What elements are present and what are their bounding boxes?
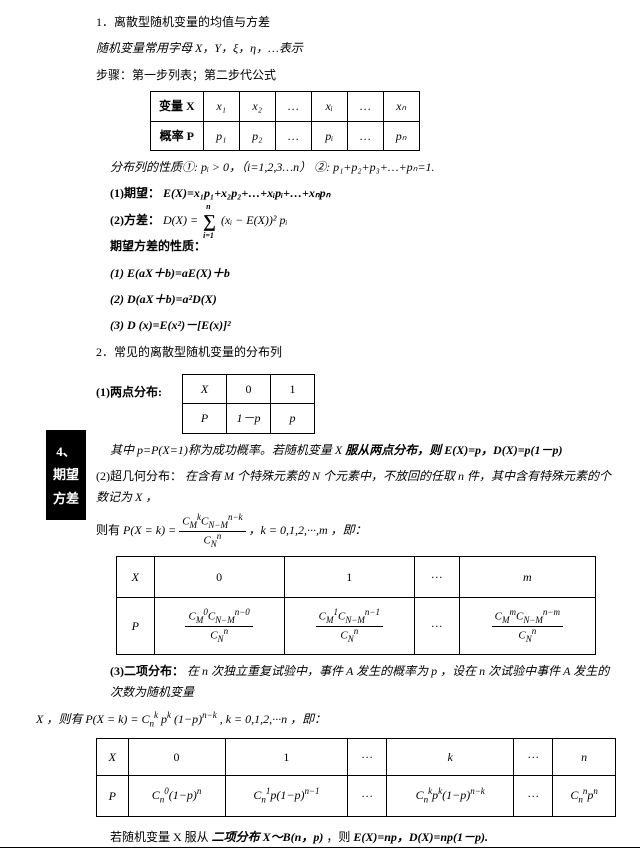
hg-p1: CM1CN−Mn−1CNn bbox=[284, 597, 414, 654]
p2: p₂ bbox=[239, 121, 275, 150]
bn-p: P bbox=[97, 776, 129, 817]
bn-pd1: ··· bbox=[348, 776, 387, 817]
bn-c1: 0 bbox=[128, 738, 225, 775]
pr1: (1) E(aX＋b)=aE(X)＋b bbox=[110, 263, 618, 283]
tp-h: X bbox=[183, 375, 227, 404]
bn-pk: Cnkpk(1−p)n−k bbox=[387, 776, 514, 817]
tp-note-a: 其中 p=P(X=1)称为成功概率。若随机变量 X bbox=[110, 443, 345, 457]
bn-c5: ··· bbox=[514, 738, 553, 775]
section-num: 4、 bbox=[52, 440, 80, 463]
tp-p: P bbox=[183, 404, 227, 433]
hg-tail: ，k = 0,1,2,···,m ，即： bbox=[249, 523, 367, 537]
bn-table: X 0 1 ··· k ··· n P Cn0(1−p)n Cn1p(1−p)n… bbox=[96, 738, 616, 817]
bn-c4: k bbox=[387, 738, 514, 775]
bn-note-a: 若随机变量 X 服从 bbox=[110, 830, 209, 844]
exp-line: (1)期望： E(X)=x₁p₁+x₂p₂+…+xᵢpᵢ+…+xₙpₙ bbox=[110, 183, 618, 203]
pd2: … bbox=[347, 121, 383, 150]
dist-prop: 分布列的性质①: pᵢ > 0，（i=1,2,3…n） ②: p₁+p₂+p₃+… bbox=[110, 157, 618, 177]
pr3: (3) D (x)=E(x²)－[E(x)]² bbox=[110, 315, 618, 335]
section-l2: 方差 bbox=[52, 487, 80, 510]
hg-p: P bbox=[117, 597, 155, 654]
hg-c2: 1 bbox=[284, 556, 414, 597]
line-vars: 随机变量常用字母 X，Y，ξ，η，…表示 bbox=[96, 38, 618, 58]
xd2: … bbox=[347, 92, 383, 121]
bn-c0: X bbox=[97, 738, 129, 775]
sidebar: 4、 期望 方差 bbox=[0, 0, 86, 847]
tp-p0: 1－p bbox=[227, 404, 271, 433]
bn-p1: Cn1p(1−p)n−1 bbox=[225, 776, 348, 817]
bn-note-b: 二项分布 X～B(n，p) bbox=[212, 830, 324, 844]
twopoint-table: X 0 1 P 1－p p bbox=[182, 374, 315, 434]
hg-line: (2)超几何分布： 在含有 M 个特殊元素的 N 个元素中，不放回的任取 n 件… bbox=[96, 466, 618, 507]
pr2: (2) D(aX＋b)=a²D(X) bbox=[110, 289, 618, 309]
bn-note-c: ，则 bbox=[326, 830, 350, 844]
hg-p0: CM0CN−Mn−0CNn bbox=[154, 597, 284, 654]
tp-1: 1 bbox=[271, 375, 315, 404]
h1: 1．离散型随机变量的均值与方差 bbox=[96, 12, 618, 32]
bn-c6: n bbox=[553, 738, 616, 775]
x2: x₂ bbox=[239, 92, 275, 121]
bn-note-d: E(X)=np，D(X)=np(1－p). bbox=[353, 830, 488, 844]
bn-pd2: ··· bbox=[514, 776, 553, 817]
bn-formula: X ，则有 P(X = k) = Cnk pk (1−p)n−k , k = 0… bbox=[36, 708, 618, 732]
tp-lbl: (1)两点分布: bbox=[96, 368, 162, 402]
hg-pd: ··· bbox=[414, 597, 459, 654]
tp-p1: p bbox=[271, 404, 315, 433]
xn: xₙ bbox=[383, 92, 419, 121]
hg-table: X 0 1 ··· m P CM0CN−Mn−0CNn CM1CN−Mn−1CN… bbox=[116, 556, 596, 656]
hg-lbl: (2)超几何分布： bbox=[96, 469, 182, 483]
xd: … bbox=[275, 92, 311, 121]
var-lbl: (2)方差： bbox=[110, 213, 160, 227]
bn-pn: Cnnpn bbox=[553, 776, 616, 817]
dist-table: 变量 X x₁ x₂ … xᵢ … xₙ 概率 P p₁ p₂ … pᵢ … p… bbox=[150, 91, 420, 151]
line-steps: 步骤：第一步列表；第二步代公式 bbox=[96, 65, 618, 85]
props-h: 期望方差的性质： bbox=[110, 236, 618, 256]
hg-formula: 则有 P(X = k) = CMkCN−Mn−k CNn ，k = 0,1,2,… bbox=[96, 513, 618, 549]
th-p: 概率 P bbox=[151, 121, 204, 150]
var-line: (2)方差： D(X) = ∑ni=1 (xᵢ − E(X))² pᵢ bbox=[110, 210, 618, 230]
sigma-icon: ∑ni=1 bbox=[203, 212, 216, 230]
tp-note: 其中 p=P(X=1)称为成功概率。若随机变量 X 服从两点分布，则 E(X)=… bbox=[110, 440, 618, 460]
section-label: 4、 期望 方差 bbox=[46, 430, 86, 520]
bn-line: (3)二项分布： 在 n 次独立重复试验中，事件 A 发生的概率为 p ，设在 … bbox=[110, 661, 618, 702]
exp-formula: E(X)=x₁p₁+x₂p₂+…+xᵢpᵢ+…+xₙpₙ bbox=[163, 186, 330, 200]
h2: 2．常见的离散型随机变量的分布列 bbox=[96, 342, 618, 362]
hg-pre: 则有 bbox=[96, 523, 120, 537]
bn-note: 若随机变量 X 服从 二项分布 X～B(n，p) ，则 E(X)=np，D(X)… bbox=[110, 827, 618, 847]
bn-p0: Cn0(1−p)n bbox=[128, 776, 225, 817]
tp-note-b: 服从两点分布，则 E(X)=p，D(X)=p(1－p) bbox=[345, 443, 562, 457]
hg-c3: ··· bbox=[414, 556, 459, 597]
bn-tail: , k = 0,1,2,···n ，即： bbox=[220, 712, 326, 726]
hg-c0: X bbox=[117, 556, 155, 597]
th-x: 变量 X bbox=[151, 92, 204, 121]
x1: x₁ bbox=[203, 92, 239, 121]
hg-pm: CMmCN−Mn−mCNn bbox=[459, 597, 595, 654]
hg-c1: 0 bbox=[154, 556, 284, 597]
bn-txt: 在 n 次独立重复试验中，事件 A 发生的概率为 p ，设在 n 次试验中事件 … bbox=[110, 664, 609, 698]
exp-lbl: (1)期望： bbox=[110, 186, 160, 200]
content: 1．离散型随机变量的均值与方差 随机变量常用字母 X，Y，ξ，η，…表示 步骤：… bbox=[86, 0, 640, 847]
bn-lbl: (3)二项分布： bbox=[110, 664, 184, 678]
p1: p₁ bbox=[203, 121, 239, 150]
bn-c2: 1 bbox=[225, 738, 348, 775]
hg-frac: CMkCN−Mn−k CNn bbox=[179, 513, 245, 549]
tp-0: 0 bbox=[227, 375, 271, 404]
hg-c4: m bbox=[459, 556, 595, 597]
pn: pₙ bbox=[383, 121, 419, 150]
section-l1: 期望 bbox=[52, 463, 80, 486]
bn-c3: ··· bbox=[348, 738, 387, 775]
pi: pᵢ bbox=[311, 121, 347, 150]
xi: xᵢ bbox=[311, 92, 347, 121]
pd: … bbox=[275, 121, 311, 150]
